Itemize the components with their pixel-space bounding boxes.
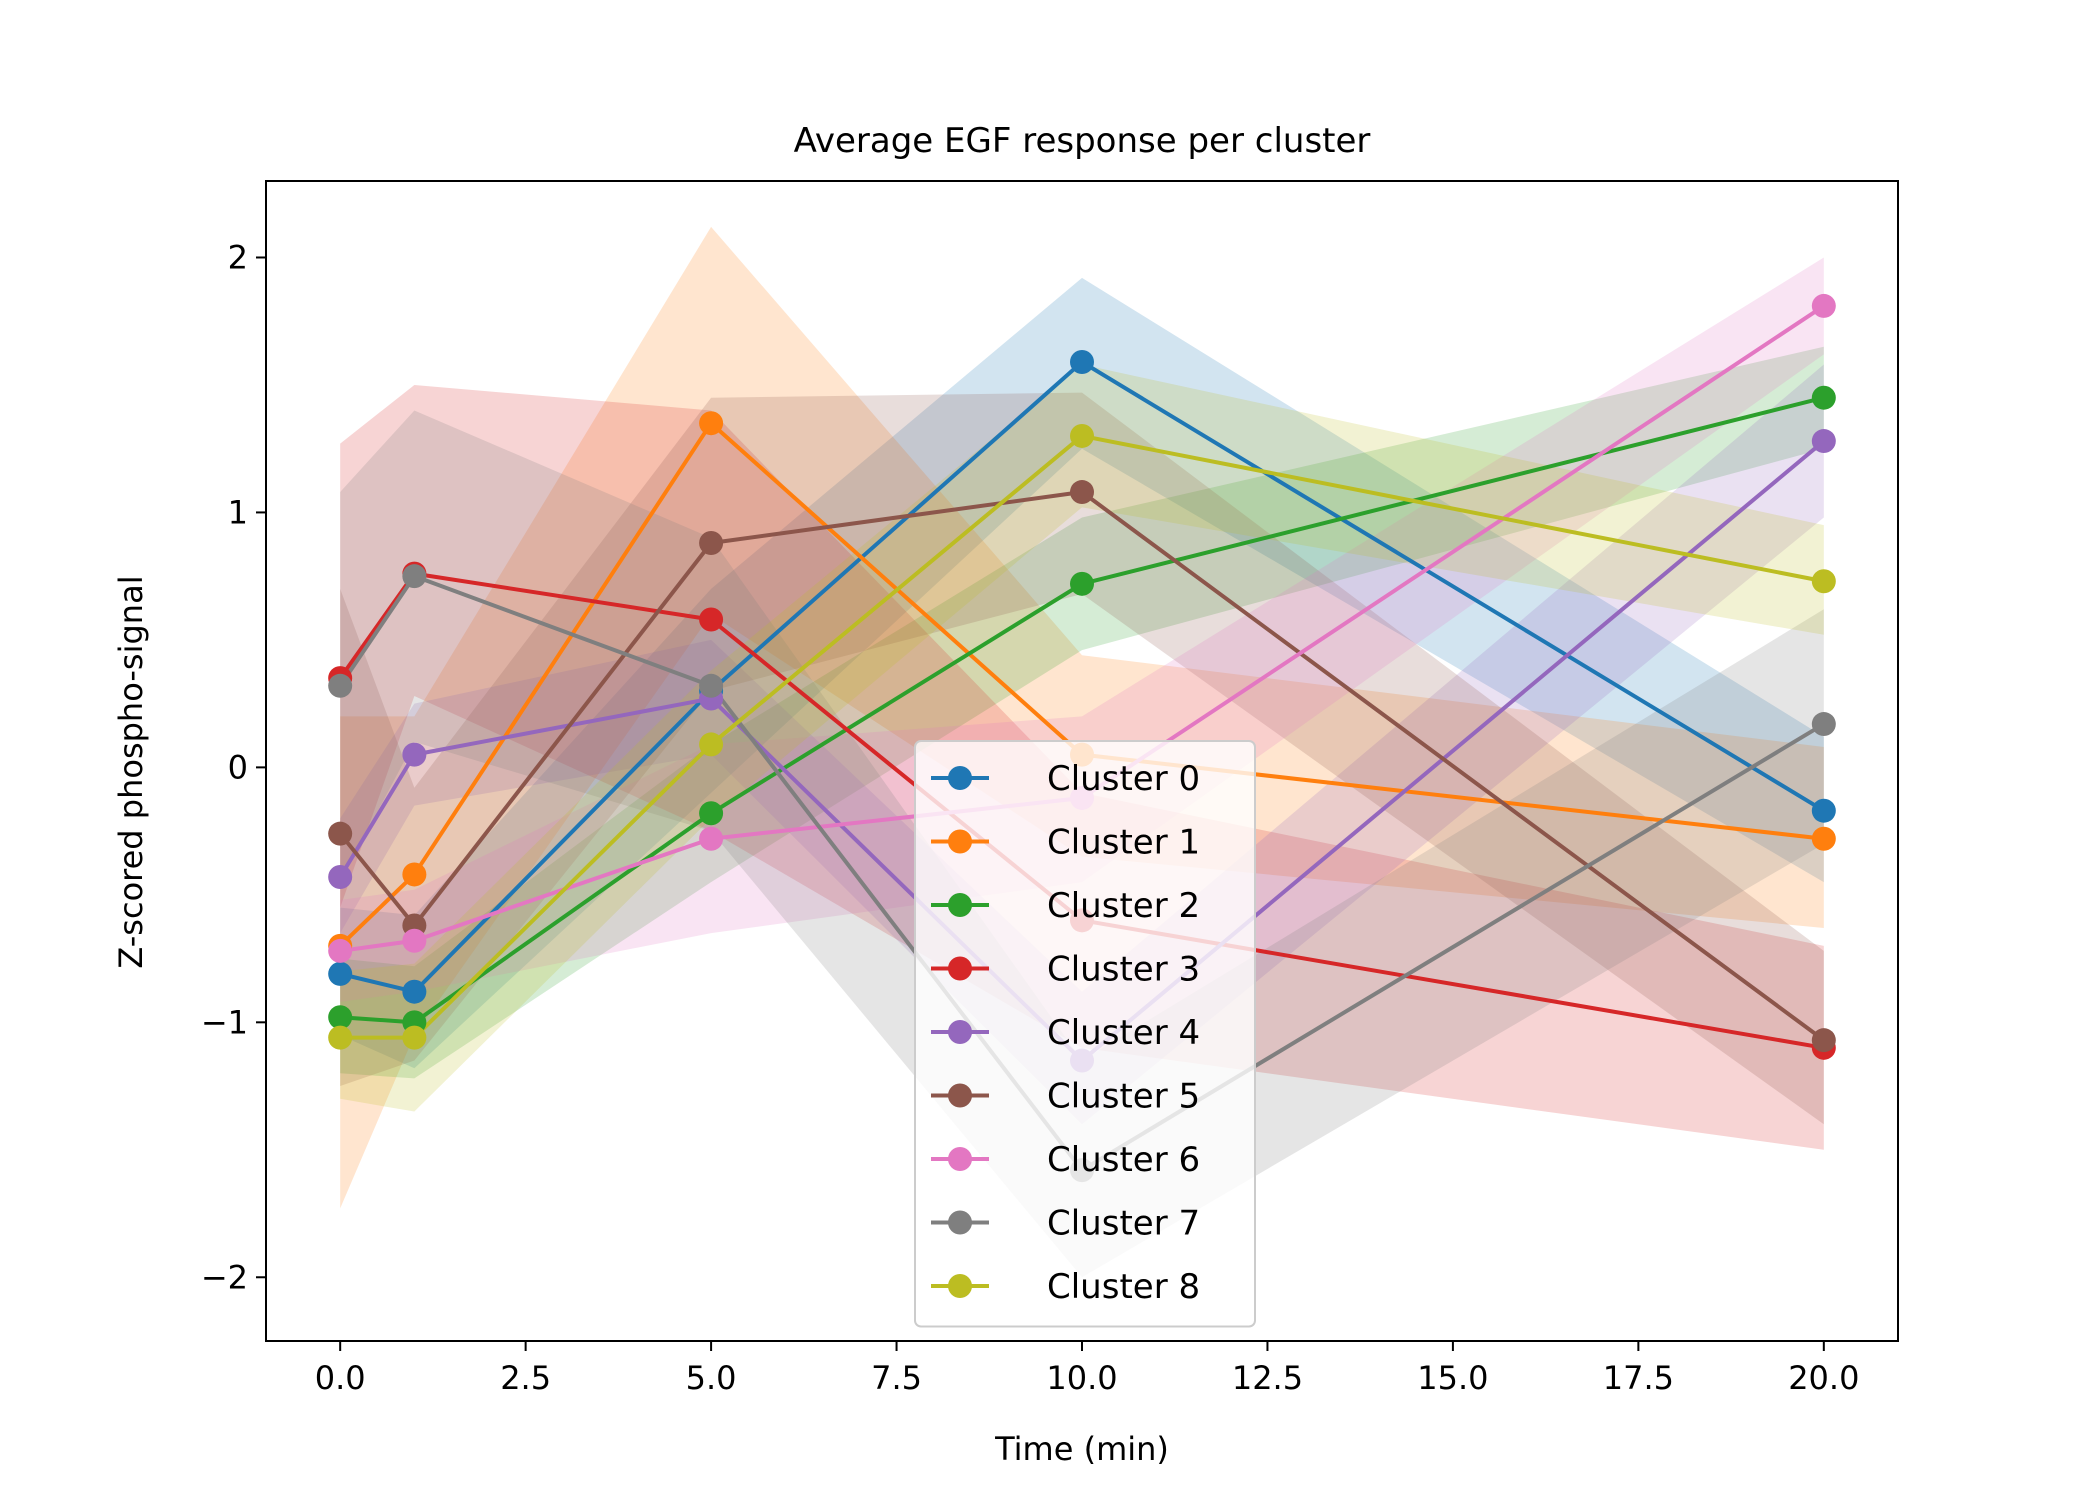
data-point-cluster-5 [699, 531, 724, 556]
legend-marker-swatch [948, 1083, 972, 1108]
data-point-cluster-2 [1070, 571, 1094, 596]
legend-label: Cluster 2 [1047, 886, 1200, 926]
legend-marker-swatch [948, 766, 972, 790]
x-tick-label: 5.0 [686, 1359, 737, 1397]
legend-box [914, 740, 1256, 1328]
legend-marker-swatch [948, 956, 972, 981]
data-point-cluster-6 [328, 938, 353, 963]
confidence-band-cluster-2 [340, 346, 1824, 1079]
data-point-cluster-7 [402, 564, 427, 589]
data-point-cluster-2 [1811, 385, 1836, 410]
legend-label: Cluster 1 [1047, 823, 1200, 863]
y-axis-label: Z-scored phospho-signal [112, 575, 150, 968]
data-point-cluster-4 [402, 742, 427, 767]
y-tick-label: −2 [201, 1258, 248, 1296]
data-point-cluster-8 [1811, 569, 1836, 594]
data-point-cluster-5 [1070, 480, 1094, 505]
legend-label: Cluster 8 [1047, 1267, 1200, 1307]
x-tick-label: 20.0 [1788, 1359, 1859, 1397]
data-point-cluster-1 [1811, 826, 1836, 851]
legend-entry: Cluster 4 [931, 1013, 1200, 1053]
data-point-cluster-6 [402, 928, 427, 953]
y-tick-label: 2 [228, 238, 248, 276]
data-point-cluster-0 [402, 979, 427, 1004]
legend-marker-swatch [948, 1020, 972, 1044]
legend: Cluster 0 Cluster 1 Cluster 2 Cluster 3 Clus… [914, 740, 1256, 1328]
legend-entry: Cluster 7 [931, 1204, 1200, 1244]
data-point-cluster-0 [1811, 798, 1836, 823]
data-point-cluster-8 [699, 732, 724, 757]
data-point-cluster-3 [699, 607, 724, 632]
legend-label: Cluster 5 [1047, 1077, 1200, 1117]
confidence-band-cluster-3 [340, 384, 1824, 1150]
y-tick-label: 1 [228, 493, 248, 531]
legend-marker-swatch [948, 1274, 972, 1298]
data-point-cluster-4 [1811, 429, 1836, 454]
legend-entry: Cluster 2 [931, 886, 1200, 926]
x-tick-label: 17.5 [1603, 1359, 1674, 1397]
x-tick-label: 0.0 [315, 1359, 366, 1397]
legend-entry: Cluster 5 [931, 1077, 1200, 1117]
data-point-cluster-1 [402, 862, 427, 887]
data-point-cluster-7 [328, 673, 353, 698]
data-point-cluster-8 [1070, 423, 1094, 448]
data-point-cluster-6 [1811, 293, 1836, 318]
data-point-cluster-5 [1811, 1028, 1836, 1053]
data-point-cluster-2 [699, 801, 724, 826]
data-point-cluster-7 [699, 673, 724, 698]
legend-marker-swatch [948, 893, 972, 917]
legend-entry: Cluster 6 [931, 1140, 1200, 1180]
confidence-band-cluster-5 [340, 392, 1824, 1125]
x-axis-label: Time (min) [994, 1430, 1169, 1468]
chart-title: Average EGF response per cluster [794, 121, 1371, 161]
data-point-cluster-0 [328, 961, 353, 986]
y-tick-label: 0 [228, 748, 248, 786]
x-tick-label: 7.5 [871, 1359, 922, 1397]
data-point-cluster-6 [699, 826, 724, 851]
legend-entry: Cluster 3 [931, 950, 1200, 990]
legend-marker-swatch [948, 1210, 972, 1235]
legend-entry: Cluster 8 [931, 1267, 1200, 1307]
legend-label: Cluster 0 [1047, 759, 1200, 799]
data-point-cluster-1 [699, 411, 724, 436]
data-point-cluster-0 [1070, 350, 1094, 375]
series-markers [328, 293, 1836, 1183]
legend-entry: Cluster 1 [931, 823, 1200, 863]
data-point-cluster-4 [328, 865, 353, 889]
y-axis-ticks: −2 −1 0 1 2 [201, 238, 266, 1296]
legend-marker-swatch [948, 1147, 972, 1171]
confidence-band-cluster-1 [340, 226, 1824, 1209]
x-axis-ticks: 0.0 2.5 5.0 7.5 10.0 12.5 15.0 17.5 20.0 [315, 1341, 1859, 1397]
confidence-band-cluster-4 [340, 364, 1824, 1125]
data-point-cluster-2 [328, 1005, 353, 1030]
legend-label: Cluster 6 [1047, 1140, 1200, 1180]
x-tick-label: 2.5 [500, 1359, 551, 1397]
data-point-cluster-7 [1811, 712, 1836, 737]
x-tick-label: 10.0 [1046, 1359, 1117, 1397]
legend-marker-swatch [948, 829, 972, 854]
legend-label: Cluster 3 [1047, 950, 1200, 990]
data-point-cluster-8 [402, 1025, 427, 1050]
x-tick-label: 15.0 [1417, 1359, 1488, 1397]
legend-entry: Cluster 0 [931, 759, 1200, 799]
data-point-cluster-8 [328, 1025, 353, 1050]
y-tick-label: −1 [201, 1003, 248, 1041]
x-tick-label: 12.5 [1232, 1359, 1303, 1397]
legend-label: Cluster 7 [1047, 1204, 1200, 1244]
data-point-cluster-5 [328, 821, 353, 846]
legend-label: Cluster 4 [1047, 1013, 1200, 1053]
